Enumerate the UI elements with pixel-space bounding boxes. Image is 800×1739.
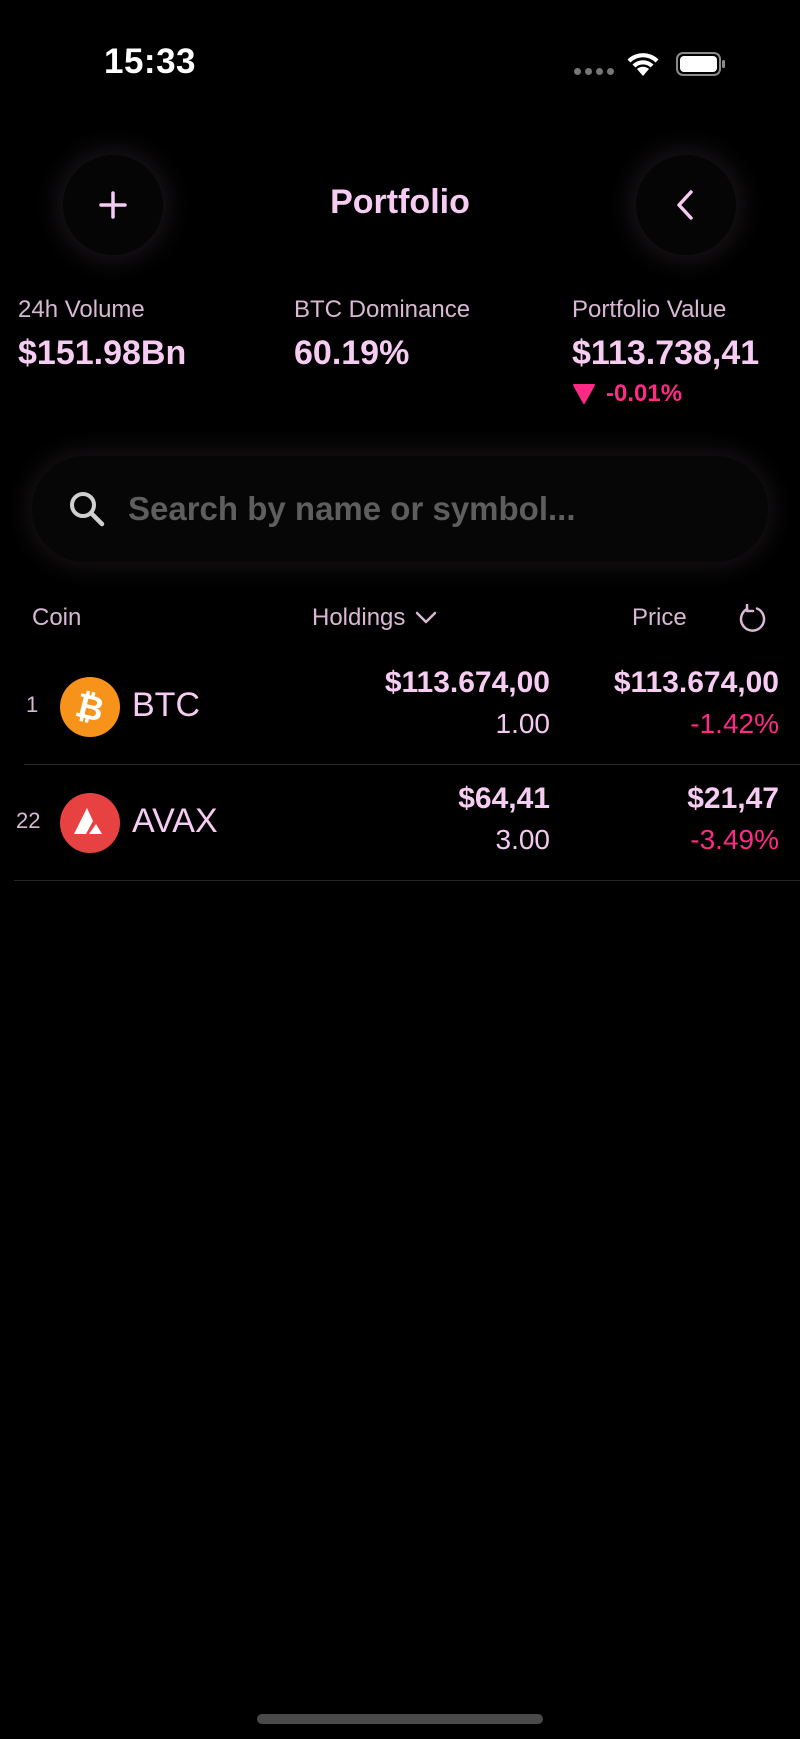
stat-value: $113.738,41 [572,334,760,372]
status-time: 15:33 [104,42,197,81]
coin-rank: 1 [26,692,39,717]
stat-24h-volume: 24h Volume $151.98Bn [18,296,186,373]
search-icon [70,492,105,527]
stat-value: $151.98Bn [18,334,187,372]
portfolio-change-value: -0.01% [606,380,683,407]
price-change: -1.42% [690,708,779,739]
search-input[interactable] [126,478,768,540]
avalanche-icon [60,793,120,853]
holdings-amount: 1.00 [495,708,551,739]
holdings-value: $113.674,00 [384,666,550,699]
stat-btc-dominance: BTC Dominance 60.19% [294,296,470,373]
search-bar[interactable] [32,456,768,562]
cellular-signal-icon [574,68,614,75]
stat-label: Portfolio Value [572,296,727,323]
column-header-holdings-label: Holdings [312,604,406,631]
bitcoin-icon: ₿ [60,677,120,737]
coin-price: $21,47 [687,782,779,815]
stat-portfolio-value: Portfolio Value $113.738,41 [572,296,759,373]
table-row[interactable]: 1 ₿ BTC $113.674,00 1.00 $113.674,00 -1.… [0,650,800,764]
portfolio-change: -0.01% [572,380,682,408]
column-header-price[interactable]: Price [632,604,687,631]
refresh-icon[interactable] [738,604,768,634]
home-indicator[interactable] [257,1714,543,1724]
chevron-down-icon [416,611,437,624]
table-row[interactable]: 22 AVAX $64,41 3.00 $21,47 -3.49% [0,766,800,880]
wifi-icon [627,53,659,76]
add-coin-button[interactable] [63,155,163,255]
holdings-value: $64,41 [458,782,550,815]
coin-symbol: BTC [132,686,200,724]
triangle-down-icon [573,384,595,404]
coin-price: $113.674,00 [613,666,779,699]
stat-label: BTC Dominance [294,296,471,323]
row-divider [24,764,800,765]
stat-label: 24h Volume [18,296,145,323]
back-button[interactable] [636,155,736,255]
holdings-amount: 3.00 [495,824,551,855]
battery-icon [676,52,725,76]
coin-rank: 22 [16,808,41,833]
column-header-coin[interactable]: Coin [32,604,82,631]
column-header-holdings[interactable]: Holdings [312,604,437,632]
chevron-left-icon [677,190,693,220]
coin-symbol: AVAX [132,802,218,840]
stat-value: 60.19% [294,334,410,372]
plus-icon [99,191,127,219]
page-title: Portfolio [330,183,470,221]
row-divider [14,880,800,881]
price-change: -3.49% [690,824,779,855]
